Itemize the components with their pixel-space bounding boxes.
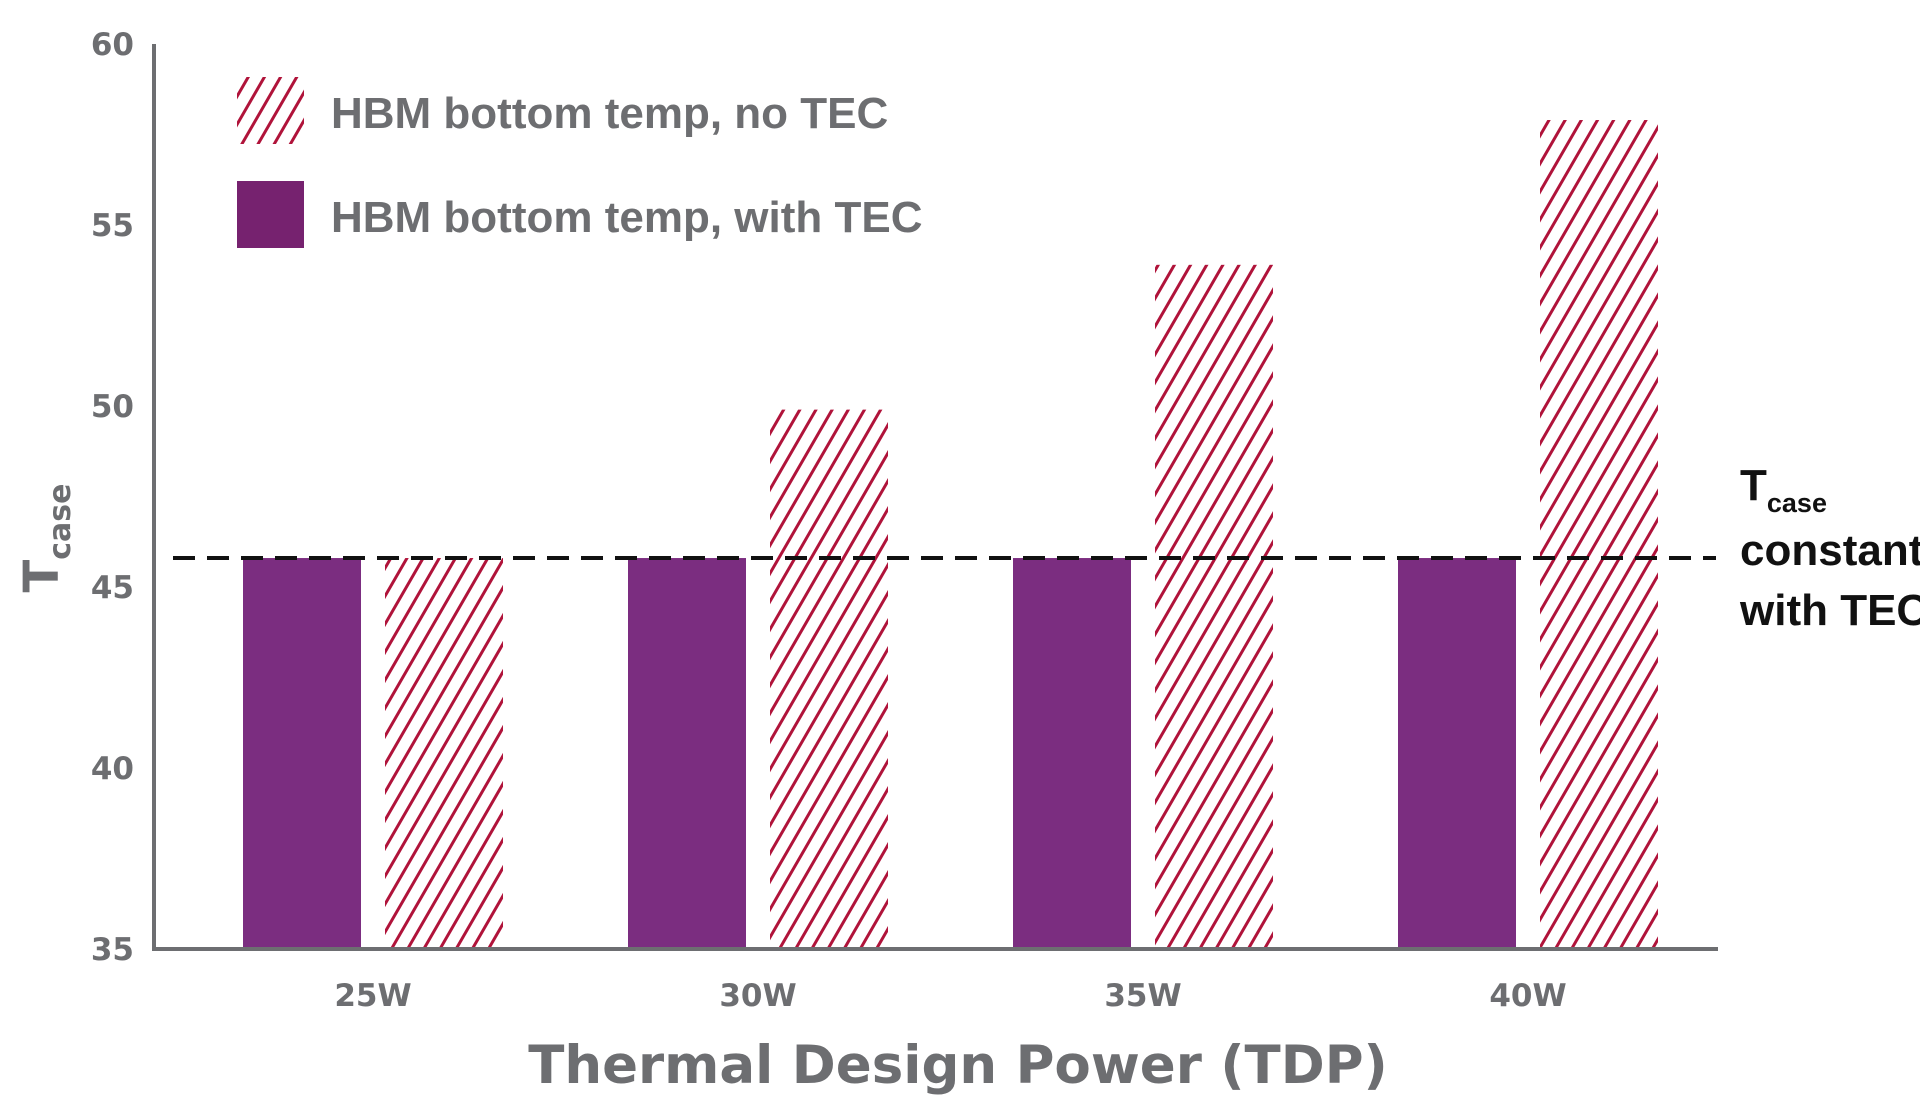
bar-no-tec-25W [385, 558, 503, 949]
ref-label-line2: constant [1740, 526, 1920, 575]
legend-label-no-tec: HBM bottom temp, no TEC [331, 89, 888, 138]
y-tick-55: 55 [91, 208, 134, 244]
svg-text:Tcase: Tcase [14, 484, 78, 593]
x-tick-30W: 30W [719, 978, 796, 1014]
bar-no-tec-40W [1540, 120, 1658, 949]
svg-text:Tcase: Tcase [1740, 461, 1827, 518]
y-axis-title-sub: case [43, 484, 78, 560]
y-tick-35: 35 [91, 932, 134, 968]
x-tick-35W: 35W [1104, 978, 1181, 1014]
x-tick-40W: 40W [1489, 978, 1566, 1014]
y-tick-50: 50 [91, 389, 134, 425]
ref-label-sub: case [1767, 488, 1827, 518]
bars-no-tec [385, 120, 1658, 949]
ref-label-main: T [1740, 461, 1767, 510]
legend-label-with-tec: HBM bottom temp, with TEC [331, 193, 923, 242]
y-tick-labels: 35 40 45 50 55 60 [91, 27, 134, 968]
bars-with-tec [243, 558, 1516, 949]
x-axis-title: Thermal Design Power (TDP) [528, 1035, 1388, 1096]
legend: HBM bottom temp, no TEC HBM bottom temp,… [237, 77, 923, 248]
y-axis-title-main: T [14, 559, 70, 592]
x-tick-25W: 25W [334, 978, 411, 1014]
x-tick-labels: 25W 30W 35W 40W [334, 978, 1566, 1014]
bar-no-tec-30W [770, 409, 888, 949]
bar-no-tec-35W [1155, 264, 1273, 949]
ref-label-line3: with TEC [1739, 586, 1920, 635]
y-tick-60: 60 [91, 27, 134, 63]
bar-with-tec-25W [243, 558, 361, 949]
legend-swatch-with-tec [237, 181, 304, 248]
bar-with-tec-35W [1013, 558, 1131, 949]
y-tick-40: 40 [91, 751, 134, 787]
legend-swatch-no-tec [237, 77, 304, 144]
y-tick-45: 45 [91, 570, 134, 606]
bar-with-tec-40W [1398, 558, 1516, 949]
y-axis-title: Tcase [14, 484, 78, 593]
bar-with-tec-30W [628, 558, 746, 949]
reference-annotation: Tcase constant with TEC [1739, 461, 1920, 635]
